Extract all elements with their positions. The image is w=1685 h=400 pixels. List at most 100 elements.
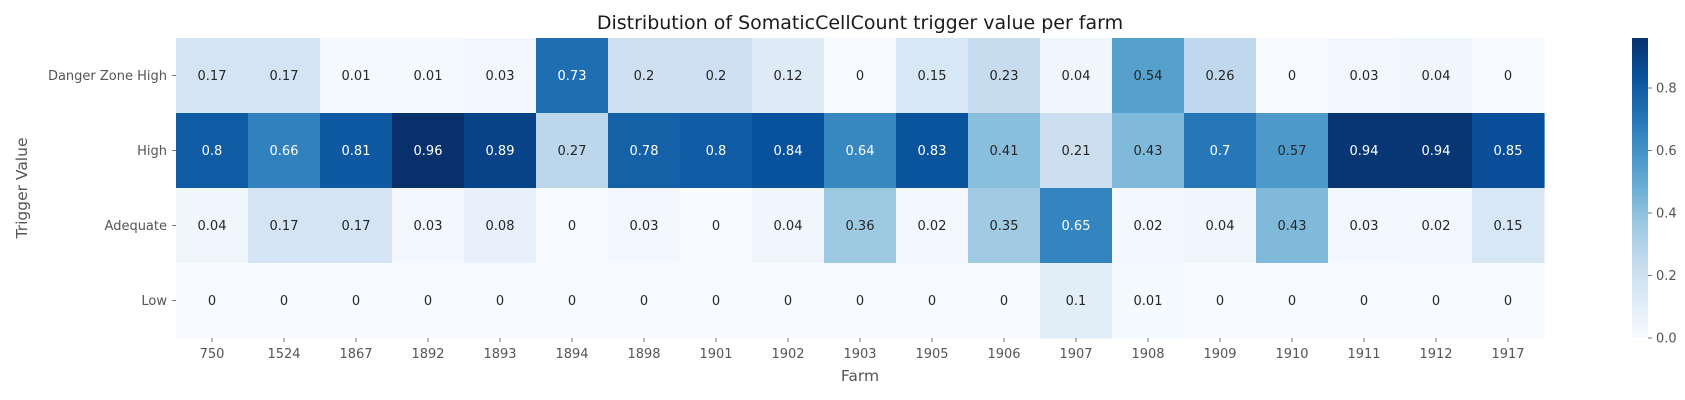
heatmap-cell-label: 0.41 <box>990 144 1019 159</box>
heatmap-cell <box>608 38 681 114</box>
heatmap-cell <box>896 263 969 339</box>
heatmap-cell <box>536 38 609 114</box>
heatmap-cell-label: 0.73 <box>558 69 587 84</box>
x-tick-label: 1903 <box>843 347 876 362</box>
heatmap-cell <box>536 263 609 339</box>
x-tick-label: 1912 <box>1419 347 1452 362</box>
heatmap-cell-label: 0 <box>424 294 432 309</box>
y-tick-label: Adequate <box>105 219 167 234</box>
heatmap-cell-label: 0 <box>856 294 864 309</box>
y-tick-label: Danger Zone High <box>48 69 167 84</box>
heatmap-cell-label: 0 <box>1216 294 1224 309</box>
heatmap-cell-label: 0.85 <box>1494 144 1523 159</box>
heatmap-cell-label: 0.01 <box>414 69 443 84</box>
heatmap-cell <box>680 263 753 339</box>
x-tick-label: 1893 <box>483 347 516 362</box>
heatmap-cell-label: 0.03 <box>1350 219 1379 234</box>
x-tick-label: 750 <box>200 347 225 362</box>
heatmap-cell <box>176 38 249 114</box>
heatmap-cell <box>824 263 897 339</box>
heatmap-cell <box>1400 263 1473 339</box>
heatmap-cell <box>536 113 609 189</box>
heatmap-cell-label: 0.36 <box>846 219 875 234</box>
heatmap-cell-label: 0.17 <box>198 69 227 84</box>
heatmap-cell-label: 0.66 <box>270 144 299 159</box>
heatmap-cell <box>1040 263 1113 339</box>
heatmap-cell-label: 0 <box>1504 294 1512 309</box>
heatmap-cell <box>680 188 753 264</box>
heatmap-cell-label: 0 <box>280 294 288 309</box>
heatmap-cell <box>392 263 465 339</box>
heatmap-cell-label: 0 <box>784 294 792 309</box>
heatmap-cell <box>1400 38 1473 114</box>
x-tick-label: 1901 <box>699 347 732 362</box>
heatmap-cell-label: 0 <box>1288 69 1296 84</box>
heatmap-cell <box>1112 113 1185 189</box>
heatmap-cell <box>824 188 897 264</box>
heatmap-cell <box>968 188 1041 264</box>
x-axis-ticks: 750 1524 1867 1892 1893 1894 1898 1901 1902 1903 1… <box>200 338 1525 362</box>
heatmap-cell-label: 0.94 <box>1422 144 1451 159</box>
heatmap-cell-label: 0.08 <box>486 219 515 234</box>
heatmap-cell-label: 0.8 <box>706 144 727 159</box>
heatmap-cell-label: 0.2 <box>706 69 727 84</box>
heatmap-cell-label: 0.43 <box>1134 144 1163 159</box>
heatmap-cell <box>1400 113 1473 189</box>
heatmap-cell-label: 0.03 <box>414 219 443 234</box>
heatmap-cell <box>1040 38 1113 114</box>
x-tick-label: 1908 <box>1131 347 1164 362</box>
heatmap-cell <box>320 188 393 264</box>
heatmap-cell-label: 0.17 <box>342 219 371 234</box>
y-tick-label: High <box>137 144 167 159</box>
heatmap-cell-label: 0.01 <box>1134 294 1163 309</box>
heatmap-cell <box>1184 263 1257 339</box>
heatmap-cell-label: 0.7 <box>1210 144 1231 159</box>
chart-title: Distribution of SomaticCellCount trigger… <box>597 12 1123 34</box>
heatmap-cell <box>392 113 465 189</box>
heatmap-cell-label: 0.15 <box>1494 219 1523 234</box>
heatmap-cell <box>464 263 537 339</box>
x-tick-label: 1905 <box>915 347 948 362</box>
colorbar-tick-label: 0.8 <box>1656 82 1677 97</box>
heatmap-cell-label: 0 <box>1360 294 1368 309</box>
colorbar-tick-label: 0.2 <box>1656 269 1677 284</box>
heatmap-cell <box>176 113 249 189</box>
heatmap-cell <box>896 188 969 264</box>
y-axis-label: Trigger Value <box>13 138 31 240</box>
heatmap-cell <box>176 263 249 339</box>
x-tick-label: 1909 <box>1203 347 1236 362</box>
heatmap-cell-label: 0.83 <box>918 144 947 159</box>
colorbar-tick-label: 0.0 <box>1656 332 1677 347</box>
heatmap-cell <box>392 38 465 114</box>
x-axis-label: Farm <box>841 367 879 385</box>
heatmap-cell-label: 0.04 <box>774 219 803 234</box>
heatmap-cell-label: 0.03 <box>1350 69 1379 84</box>
heatmap-cell-label: 0 <box>1000 294 1008 309</box>
heatmap-cell <box>1328 188 1401 264</box>
heatmap-cell <box>608 263 681 339</box>
heatmap-cell <box>248 263 321 339</box>
heatmap-cell <box>1328 38 1401 114</box>
heatmap-cell-label: 0.04 <box>1422 69 1451 84</box>
x-tick-label: 1524 <box>267 347 300 362</box>
heatmap-cell-label: 0.89 <box>486 144 515 159</box>
heatmap-cell <box>464 188 537 264</box>
heatmap-cell-label: 0.12 <box>774 69 803 84</box>
heatmap-cell <box>1472 263 1545 339</box>
heatmap-cell-label: 0.43 <box>1278 219 1307 234</box>
heatmap-cell <box>680 38 753 114</box>
heatmap-cell <box>1400 188 1473 264</box>
heatmap-cell-label: 0.26 <box>1206 69 1235 84</box>
x-tick-label: 1867 <box>339 347 372 362</box>
heatmap-cell-label: 0 <box>712 294 720 309</box>
heatmap-cell <box>248 113 321 189</box>
heatmap-cell <box>464 113 537 189</box>
heatmap-cell-label: 0 <box>208 294 216 309</box>
heatmap-cell-label: 0.65 <box>1062 219 1091 234</box>
heatmap-cell <box>824 113 897 189</box>
heatmap-cell-label: 0 <box>712 219 720 234</box>
colorbar-gradient <box>1632 38 1648 338</box>
heatmap-cell <box>1184 38 1257 114</box>
heatmap-cell-label: 0 <box>928 294 936 309</box>
